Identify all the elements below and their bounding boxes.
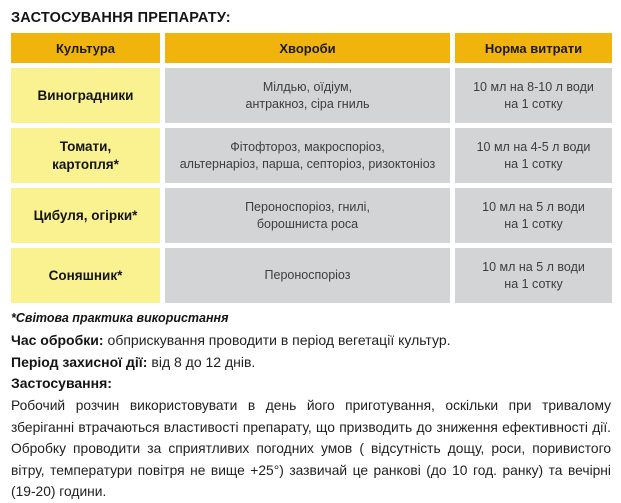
table-row-2-rate: 10 мл на 4-5 л води на 1 сотку	[455, 128, 612, 183]
table-row-2-culture: Томати, картопля*	[11, 128, 160, 183]
table-row-4-diseases: Пероноспоріоз	[165, 248, 450, 303]
table-row-4-culture: Соняшник*	[11, 248, 160, 303]
column-header-culture: Культура	[11, 33, 160, 63]
table-row-4-rate: 10 мл на 5 л води на 1 сотку	[455, 248, 612, 303]
table-row-3-rate: 10 мл на 5 л води на 1 сотку	[455, 188, 612, 243]
note-protection-period-label: Період захисної дії:	[11, 354, 148, 370]
table-row-2-diseases: Фітофтороз, макроспоріоз, альтернаріоз, …	[165, 128, 450, 183]
column-header-diseases: Хвороби	[165, 33, 450, 63]
application-body: Робочий розчин використовувати в день йо…	[11, 398, 611, 499]
column-header-rate: Норма витрати	[455, 33, 612, 63]
table-row-1-rate: 10 мл на 8-10 л води на 1 сотку	[455, 68, 612, 123]
table-row-1-diseases: Мілдью, оїдіум, антракноз, сіра гниль	[165, 68, 450, 123]
footnote-world-practice: *Світова практика використання	[11, 311, 229, 325]
note-treatment-time-text: обприскування проводити в період вегетац…	[107, 332, 451, 348]
leaflet-page: ЗАСТОСУВАННЯ ПРЕПАРАТУ: Культура Хвороби…	[11, 10, 612, 499]
table-row-3-culture: Цибуля, огірки*	[11, 188, 160, 243]
table-row-1-culture: Виноградники	[11, 68, 160, 123]
note-protection-period: Період захисної дії: від 8 до 12 днів.	[11, 353, 611, 372]
note-treatment-time: Час обробки: обприскування проводити в пе…	[11, 331, 611, 350]
note-protection-period-text: від 8 до 12 днів.	[151, 354, 256, 370]
application-table: Культура Хвороби Норма витрати Виноградн…	[11, 33, 612, 303]
page-title: ЗАСТОСУВАННЯ ПРЕПАРАТУ:	[11, 10, 231, 26]
note-treatment-time-label: Час обробки:	[11, 332, 104, 348]
application-heading: Застосування:	[11, 375, 112, 391]
table-row-3-diseases: Пероноспоріоз, гнилі, борошниста роса	[165, 188, 450, 243]
